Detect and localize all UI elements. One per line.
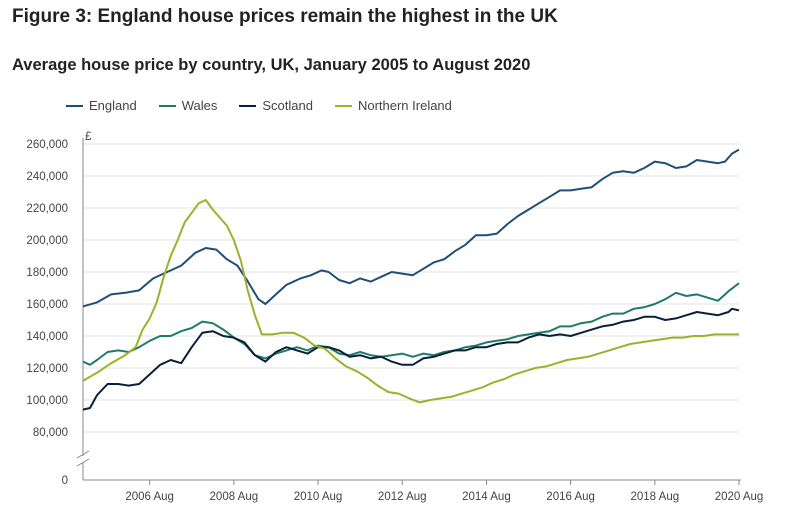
- y-tick-label: 120,000: [26, 363, 68, 375]
- axis-break-mark: [76, 450, 90, 459]
- y-tick-label: 180,000: [26, 267, 68, 279]
- x-tick-label: 2016 Aug: [546, 491, 595, 503]
- series-lines: [82, 148, 740, 411]
- y-axis-unit-label: £: [85, 131, 92, 143]
- legend-swatch-england: [66, 104, 83, 107]
- legend-label-england: England: [89, 98, 137, 113]
- y-tick-label: 200,000: [26, 235, 68, 247]
- axes: [76, 138, 741, 485]
- tick-labels: 260,000 240,000 220,000 200,000 180,000 160,0…: [26, 131, 763, 503]
- x-tick-label: 2020 Aug: [715, 491, 764, 503]
- series-line-wales: [82, 282, 740, 366]
- series-line-england: [82, 148, 740, 308]
- legend-item-scotland[interactable]: Scotland: [239, 98, 313, 113]
- x-tick-label: 2008 Aug: [210, 491, 259, 503]
- y-tick-label: 0: [62, 475, 68, 487]
- y-tick-label: 80,000: [33, 427, 68, 439]
- legend-label-wales: Wales: [181, 98, 218, 113]
- legend-swatch-wales: [158, 104, 176, 107]
- series-line-northern-ireland: [82, 199, 739, 404]
- legend-swatch-scotland: [239, 104, 257, 107]
- legend-item-wales[interactable]: Wales: [158, 98, 218, 113]
- x-tick-label: 2014 Aug: [462, 491, 511, 503]
- legend-label-scotland: Scotland: [262, 98, 313, 113]
- y-tick-label: 240,000: [26, 171, 68, 183]
- axis-break-mark: [76, 458, 90, 467]
- y-tick-label: 220,000: [26, 203, 68, 215]
- legend-item-england[interactable]: England: [66, 98, 137, 113]
- gridlines: [83, 143, 739, 433]
- legend-swatch-northern-ireland: [334, 104, 352, 107]
- legend-item-northern-ireland[interactable]: Northern Ireland: [334, 98, 452, 113]
- y-tick-label: 100,000: [26, 395, 68, 407]
- series-line-scotland: [82, 307, 740, 411]
- chart-title: Average house price by country, UK, Janu…: [12, 56, 531, 74]
- y-tick-label: 160,000: [26, 299, 68, 311]
- figure-title: Figure 3: England house prices remain th…: [12, 6, 558, 27]
- chart-legend: England Wales Scotland Northern Ireland: [66, 98, 474, 113]
- y-tick-label: 260,000: [26, 139, 68, 151]
- x-tick-label: 2012 Aug: [378, 491, 427, 503]
- x-tick-label: 2006 Aug: [125, 491, 174, 503]
- x-tick-label: 2018 Aug: [631, 491, 680, 503]
- y-tick-label: 140,000: [26, 331, 68, 343]
- legend-label-northern-ireland: Northern Ireland: [357, 98, 452, 113]
- x-tick-label: 2010 Aug: [294, 491, 343, 503]
